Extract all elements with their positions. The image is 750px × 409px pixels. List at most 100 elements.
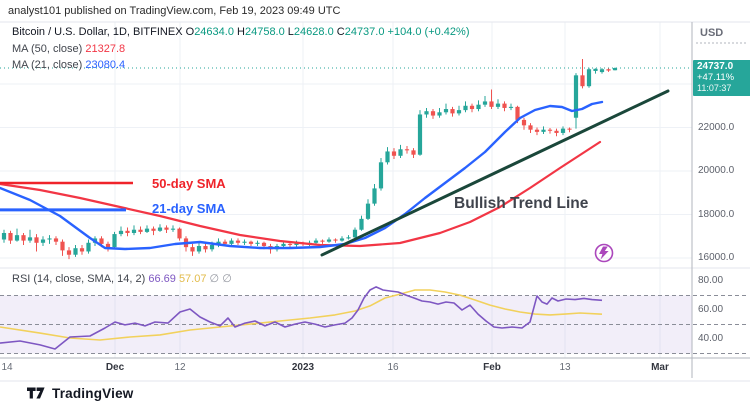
- candle-body: [190, 247, 195, 252]
- candle-body: [391, 151, 397, 156]
- rsi-legend[interactable]: RSI (14, close, SMA, 14, 2) 66.69 57.07 …: [12, 272, 232, 285]
- candle-body: [456, 110, 462, 114]
- candle-body: [40, 239, 46, 243]
- candle-body: [287, 243, 293, 245]
- sma21-annotation-label[interactable]: 21-day SMA: [152, 201, 226, 216]
- price-tick-label: 22000.0: [698, 121, 735, 133]
- candle-body: [508, 106, 514, 108]
- rsi-tick-label: 40.00: [698, 333, 724, 344]
- candle-body: [378, 162, 384, 189]
- candle-body: [151, 228, 156, 231]
- candle-body: [560, 128, 566, 133]
- candle-body: [47, 238, 52, 240]
- candle-body: [27, 237, 33, 241]
- candle-body: [580, 75, 585, 87]
- currency-label: USD: [700, 27, 724, 39]
- candle-body: [255, 242, 260, 244]
- change-value: +104.0 (+0.42%): [387, 26, 470, 38]
- candle-body: [554, 130, 559, 133]
- candle-body: [294, 242, 299, 245]
- candle-body: [502, 103, 507, 108]
- symbol-title[interactable]: Bitcoin / U.S. Dollar, 1D, BITFINEX: [12, 26, 183, 38]
- candle-body: [489, 101, 494, 107]
- candle-body: [599, 69, 605, 73]
- candle-body: [372, 188, 377, 204]
- candle-body: [398, 149, 403, 156]
- sma50-annotation-label[interactable]: 50-day SMA: [152, 176, 226, 191]
- rsi-empty-2: ∅: [222, 273, 232, 285]
- publisher-line: analyst101 published on TradingView.com,…: [8, 5, 341, 17]
- close-label: C: [336, 26, 345, 38]
- candle-body: [482, 101, 488, 105]
- candle-body: [66, 250, 72, 255]
- candle-body: [320, 240, 325, 242]
- tradingview-logo-icon: [27, 387, 45, 399]
- high-label: H: [237, 26, 245, 38]
- open-value: 24634.0: [194, 26, 234, 38]
- candle-body: [144, 228, 150, 232]
- candle-body: [495, 103, 501, 107]
- candle-body: [476, 104, 481, 110]
- close-value: 24737.0: [344, 26, 385, 38]
- rsi-label: RSI (14, close, SMA, 14, 2): [12, 273, 146, 285]
- candle-body: [86, 242, 91, 252]
- bullish-trend-line[interactable]: [320, 89, 670, 257]
- candle-body: [541, 129, 546, 132]
- time-tick-label: Mar: [651, 362, 669, 373]
- rsi-line[interactable]: [0, 286, 603, 350]
- candle-body: [430, 111, 436, 116]
- candle-body: [463, 105, 468, 111]
- candle-body: [34, 237, 39, 243]
- candle-body: [365, 203, 371, 219]
- candle-body: [79, 248, 85, 252]
- candles-layer[interactable]: [1, 59, 618, 260]
- time-tick-label: 14: [1, 362, 13, 373]
- candle-body: [177, 228, 182, 239]
- candle-body: [118, 230, 124, 235]
- last-price-value: 24737.0: [697, 61, 734, 72]
- candle-body: [586, 69, 592, 87]
- candle-body: [437, 112, 442, 116]
- symbol-legend[interactable]: Bitcoin / U.S. Dollar, 1D, BITFINEX O246…: [12, 26, 469, 38]
- zap-icon[interactable]: [594, 243, 614, 263]
- candle-body: [339, 238, 345, 241]
- candle-body: [450, 109, 455, 114]
- candle-body: [222, 241, 228, 244]
- tradingview-brand-text: TradingView: [52, 385, 134, 401]
- candle-body: [105, 243, 111, 248]
- candle-body: [469, 105, 475, 110]
- ma21-label: MA (21, close): [12, 59, 83, 71]
- zap-bolt-glyph: [599, 246, 609, 260]
- ma50-legend[interactable]: MA (50, close) 21327.8: [12, 43, 125, 55]
- candle-body: [333, 239, 338, 241]
- candle-body: [261, 242, 267, 247]
- rsi-tick-label: 60.00: [698, 304, 724, 315]
- candle-body: [242, 241, 247, 243]
- trend-line-label[interactable]: Bullish Trend Line: [454, 195, 589, 212]
- last-price-badge[interactable]: 24737.0 +47.11% 11:07:37: [693, 60, 750, 96]
- ma50-label: MA (50, close): [12, 43, 83, 55]
- price-tick-label: 16000.0: [698, 251, 735, 263]
- candle-body: [112, 234, 117, 248]
- candle-body: [73, 248, 78, 255]
- low-value: 24628.0: [293, 26, 334, 38]
- bar-countdown: 11:07:37: [697, 83, 732, 93]
- candle-body: [359, 218, 364, 230]
- tradingview-brand[interactable]: TradingView: [27, 385, 133, 401]
- ma21-value: 23080.4: [85, 59, 126, 71]
- candle-body: [411, 150, 416, 155]
- candle-body: [60, 241, 65, 251]
- candle-body: [14, 235, 20, 241]
- candle-body: [196, 246, 202, 252]
- time-tick-label: 16: [387, 362, 399, 373]
- ma21-line[interactable]: [0, 100, 604, 251]
- ma50-line[interactable]: [0, 140, 602, 248]
- candle-body: [21, 235, 26, 241]
- candle-body: [528, 125, 533, 130]
- candle-body: [203, 246, 208, 250]
- ma21-legend[interactable]: MA (21, close) 23080.4: [12, 59, 125, 71]
- rsi-tick-label: 80.00: [698, 275, 724, 286]
- rsi-sma-line[interactable]: [0, 289, 603, 341]
- price-tick-label: 18000.0: [698, 208, 735, 220]
